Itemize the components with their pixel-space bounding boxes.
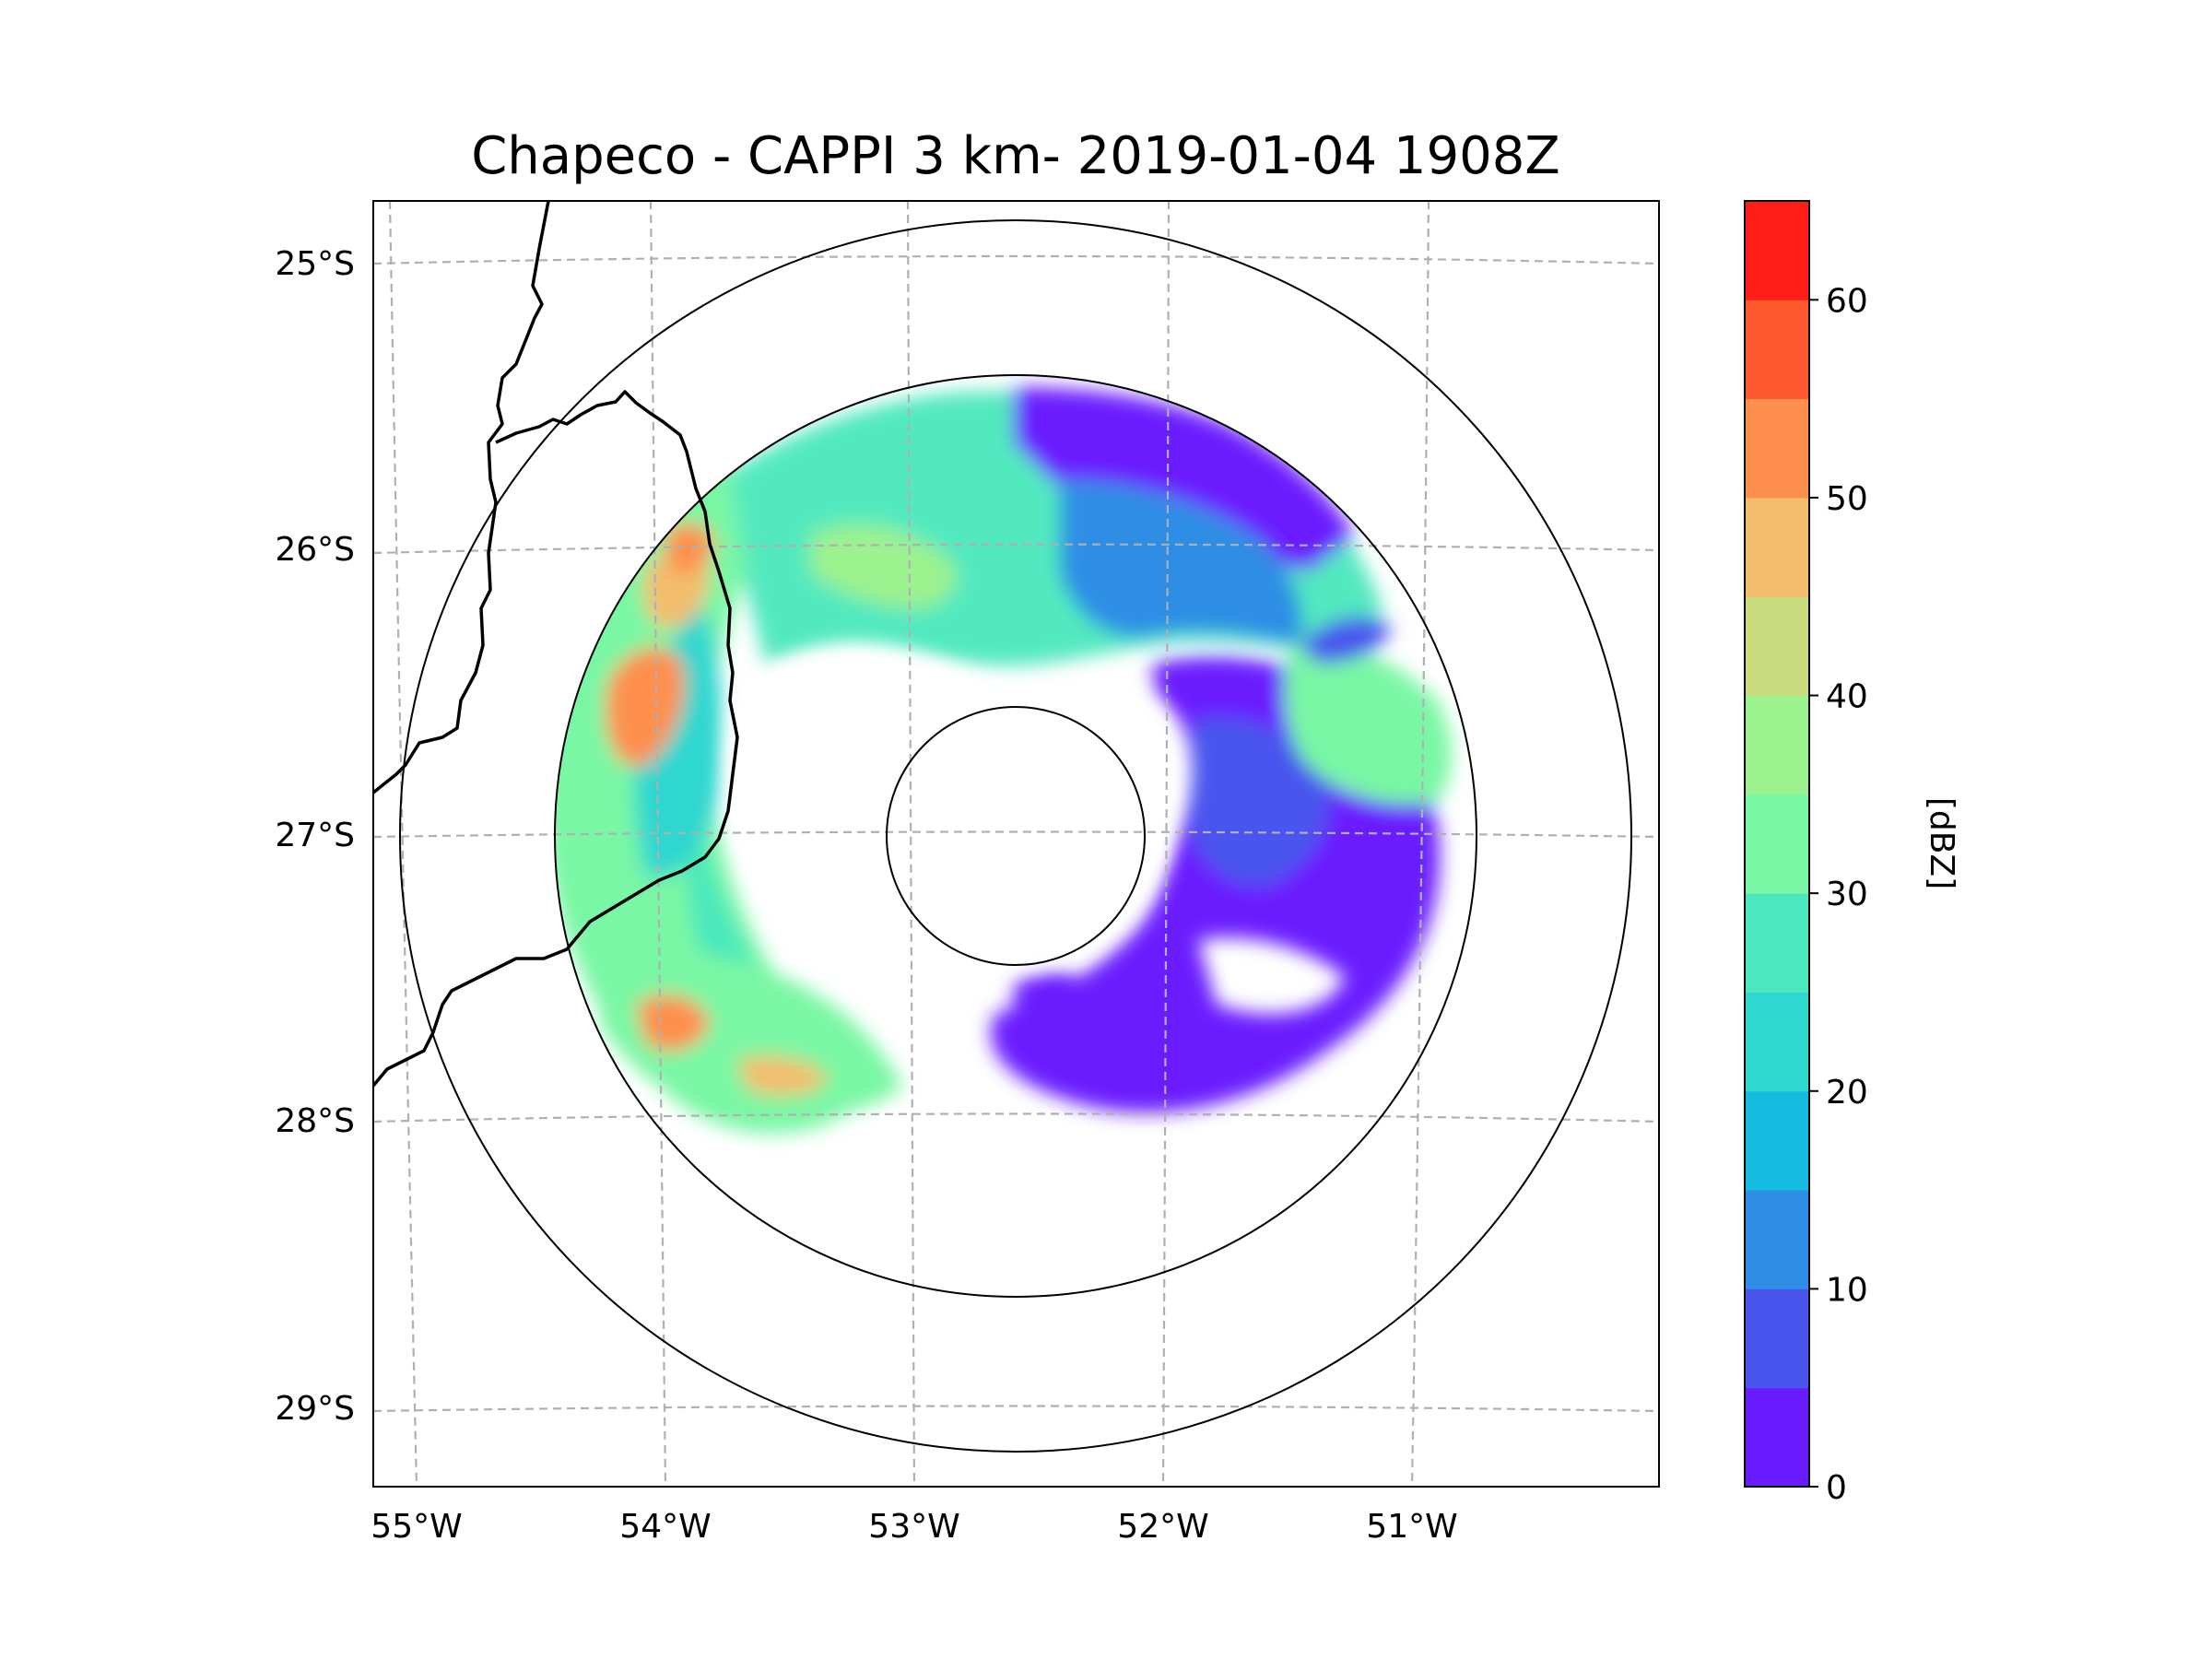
colorbar-segment [1745,1090,1809,1191]
colorbar-ticks: 0 10 20 30 40 50 60 [1809,282,1868,1507]
colorbar-segment [1745,201,1809,300]
echo-inner-south [1014,965,1106,1033]
y-tick-label: 27°S [275,817,355,854]
gridline-lat-28 [373,1112,1659,1124]
echo-southwest-core-2 [737,1056,830,1096]
y-tick-label: 28°S [275,1102,355,1140]
colorbar-tick-label: 0 [1826,1469,1847,1507]
colorbar-segment [1745,1190,1809,1289]
y-axis: 25°S 26°S 27°S 28°S 29°S [275,245,355,1428]
colorbar-segment [1745,695,1809,795]
echo-eastern-mid [1182,717,1329,887]
gridline-lat-26 [373,543,1659,555]
colorbar-tick-label: 60 [1826,282,1868,320]
colorbar-segment [1745,497,1809,597]
gridline-lon-51 [1410,201,1430,1487]
colorbar-tick-label: 50 [1826,480,1868,518]
clear-south [903,1138,1143,1297]
echo-northern-mid [1060,479,1302,645]
clear-southeast [1198,937,1346,1014]
range-rings [399,219,1632,1453]
graticule [373,201,1659,1487]
gridline-lon-55 [388,201,418,1487]
gridline-lon-52 [1161,201,1171,1487]
colorbar-segment [1745,992,1809,1092]
x-tick-label: 55°W [371,1508,462,1546]
colorbar-segment [1745,596,1809,697]
gridline-lat-27 [373,830,1659,839]
echo-northeast-band [1284,642,1452,805]
colorbar-segment [1745,398,1809,499]
colorbar [1745,201,1809,1488]
clear-central [727,642,1193,987]
y-tick-label: 26°S [275,531,355,569]
colorbar-tick-label: 10 [1826,1271,1868,1309]
plot-area [373,201,1659,1487]
border-paraguay-brazil [373,201,550,794]
x-tick-label: 54°W [619,1508,711,1546]
x-tick-label: 51°W [1366,1508,1457,1546]
echo-western-core-3 [664,523,714,573]
y-tick-label: 25°S [275,245,355,283]
x-axis: 55°W 54°W 53°W 52°W 51°W [371,1508,1457,1546]
colorbar-segment [1745,1288,1809,1389]
range-ring-outer [399,219,1632,1453]
border-argentina-brazil [373,390,739,1088]
echo-northeast-weak-line [1300,617,1392,664]
y-tick-label: 29°S [275,1390,355,1428]
range-ring-middle [554,374,1477,1298]
x-tick-label: 52°W [1117,1508,1208,1546]
colorbar-segment [1745,794,1809,894]
plot-frame [372,200,1660,1488]
colorbar-segment [1745,1387,1809,1488]
chart-title: Chapeco - CAPPI 3 km- 2019-01-04 1908Z [471,126,1560,186]
echo-northern-weak [1014,387,1355,571]
x-tick-label: 53°W [868,1508,959,1546]
range-ring-inner [886,706,1146,966]
country-borders [373,201,739,1088]
colorbar-tick-label: 20 [1826,1074,1868,1112]
colorbar-frame [1744,200,1810,1488]
gridline-lon-54 [649,201,667,1487]
colorbar-tick-label: 30 [1826,876,1868,913]
echo-western-core-1 [606,647,685,767]
gridline-lat-25 [373,254,1659,265]
gridline-lat-29 [373,1405,1659,1413]
echo-western-inner [634,599,723,877]
echo-southwest-core-1 [636,994,710,1052]
colorbar-segment [1745,893,1809,993]
colorbar-segment [1745,300,1809,400]
radar-echoes [555,387,1452,1297]
gridline-lon-53 [906,201,916,1487]
colorbar-tick-label: 40 [1826,678,1868,716]
colorbar-label: [dBZ] [1923,797,1960,889]
